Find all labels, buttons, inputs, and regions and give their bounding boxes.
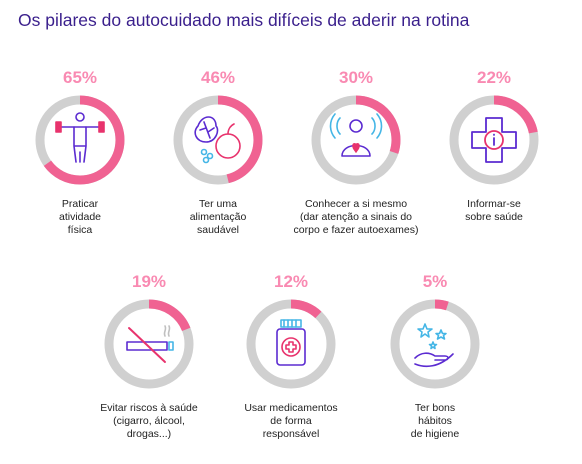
percentage-label: 22% — [476, 68, 512, 87]
pillar-label: Praticar atividade física — [58, 198, 102, 236]
pillar-label: Evitar riscos à saúde (cigarro, álcool, dr… — [100, 402, 198, 440]
ring-progress — [449, 95, 539, 185]
progress-ring — [173, 95, 263, 185]
ring-track — [246, 299, 336, 389]
ring-progress — [35, 95, 125, 185]
exercise-icon — [55, 112, 105, 163]
no-smoking-icon — [126, 325, 174, 363]
page-title: Os pilares do autocuidado mais difíceis … — [18, 10, 470, 30]
progress-ring — [104, 299, 194, 389]
progress-ring — [390, 299, 480, 389]
progress-ring — [246, 299, 336, 389]
percentage-label: 65% — [62, 68, 98, 87]
ring-progress — [390, 299, 480, 389]
pillar-label: Informar-se sobre saúde — [465, 198, 523, 223]
progress-ring — [35, 95, 125, 185]
health-info-icon — [471, 117, 517, 163]
percentage-label: 19% — [131, 272, 167, 291]
pillar-label: Conhecer a si mesmo (dar atenção a sinais… — [293, 198, 419, 236]
progress-ring — [449, 95, 539, 185]
pillar-label: Ter bons hábitos de higiene — [410, 402, 460, 440]
ring-progress — [311, 95, 401, 185]
ring-progress — [104, 299, 194, 389]
percentage-label: 46% — [200, 68, 236, 87]
ring-progress — [173, 95, 263, 185]
ring-progress — [246, 299, 336, 389]
medicine-icon — [276, 319, 306, 366]
percentage-label: 30% — [338, 68, 374, 87]
percentage-label: 5% — [422, 272, 448, 291]
hygiene-icon — [414, 323, 454, 368]
pillar-label: Usar medicamentos de forma responsável — [244, 402, 338, 440]
pillar-label: Ter uma alimentação saudável — [189, 198, 247, 236]
food-icon — [194, 116, 241, 164]
progress-ring — [311, 95, 401, 185]
percentage-label: 12% — [273, 272, 309, 291]
self-awareness-icon — [329, 113, 383, 157]
